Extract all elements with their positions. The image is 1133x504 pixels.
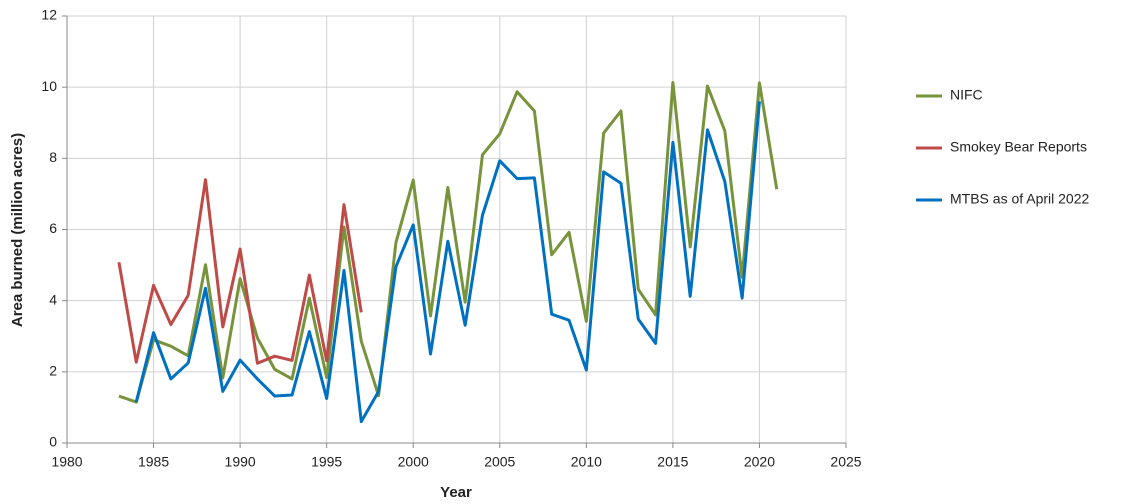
x-tick-label: 2005 — [484, 454, 515, 470]
x-tick-label: 1995 — [311, 454, 342, 470]
x-tick-label: 1990 — [225, 454, 256, 470]
x-tick-label: 2010 — [571, 454, 602, 470]
x-tick-label: 2025 — [830, 454, 861, 470]
x-tick-label: 2000 — [398, 454, 429, 470]
x-tick-label: 2015 — [657, 454, 688, 470]
series-line — [117, 178, 363, 365]
legend-label: MTBS as of April 2022 — [950, 191, 1090, 207]
legend-label: Smokey Bear Reports — [950, 139, 1087, 155]
x-tick-label: 1980 — [51, 454, 82, 470]
y-tick-label: 6 — [49, 220, 57, 236]
y-axis-label: Area burned (million acres) — [9, 133, 26, 327]
y-tick-label: 4 — [49, 291, 57, 307]
y-tick-label: 8 — [49, 149, 57, 165]
series-line — [118, 81, 779, 404]
x-tick-label: 2020 — [744, 454, 775, 470]
y-tick-label: 10 — [41, 78, 57, 94]
x-axis-label: Year — [440, 484, 472, 501]
y-tick-label: 2 — [49, 363, 57, 379]
x-tick-label: 1985 — [138, 454, 169, 470]
y-tick-label: 0 — [49, 434, 57, 450]
legend-label: NIFC — [950, 87, 983, 103]
series-line — [134, 101, 761, 424]
y-tick-label: 12 — [41, 7, 57, 23]
